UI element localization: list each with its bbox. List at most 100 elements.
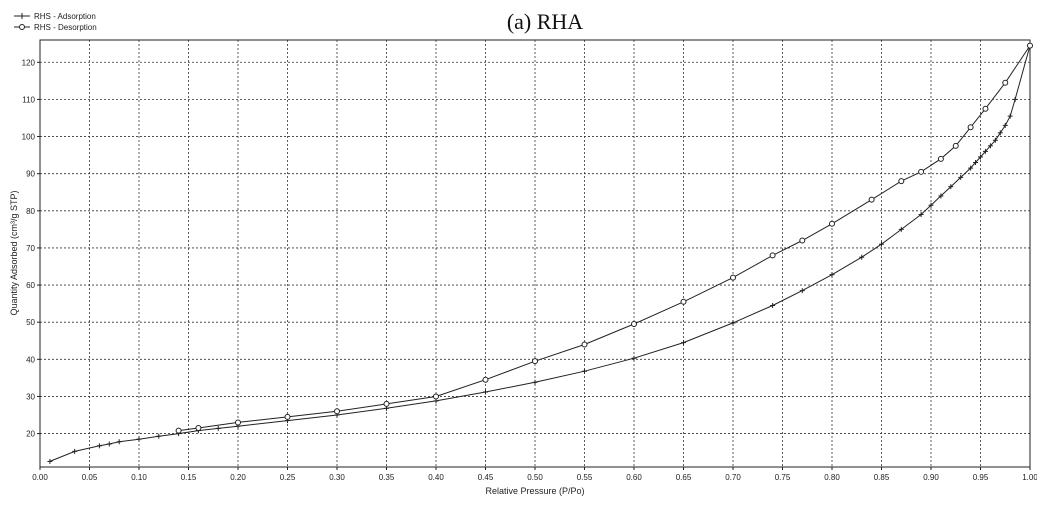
desorption-point: [680, 298, 687, 305]
x-tick-label: 0.40: [428, 473, 444, 482]
desorption-point: [952, 142, 959, 149]
desorption-point: [334, 408, 340, 415]
series-layer: [49, 45, 1031, 462]
adsorption-point: [997, 130, 1003, 136]
desorption-point: [195, 425, 202, 432]
adsorption-point: [898, 226, 904, 232]
x-tick-label: 0.55: [577, 473, 593, 482]
desorption-point: [631, 321, 637, 328]
y-tick-label: 100: [22, 133, 36, 142]
adsorption-point: [116, 439, 122, 445]
adsorption-point: [948, 184, 954, 190]
adsorption-point: [156, 433, 162, 439]
chart-title: (a) RHA: [507, 9, 583, 34]
adsorption-point: [96, 443, 102, 449]
adsorption-point: [483, 389, 488, 395]
desorption-series-line: [178, 45, 1031, 432]
adsorption-point: [829, 272, 835, 278]
x-tick-label: 0.25: [280, 473, 296, 482]
adsorption-point: [978, 154, 983, 160]
x-tick-label: 0.80: [824, 473, 840, 482]
x-tick-label: 0.70: [725, 473, 741, 482]
adsorption-series-line: [49, 45, 1031, 462]
adsorption-point: [631, 355, 637, 361]
x-tick-label: 0.75: [775, 473, 791, 482]
y-tick-label: 90: [26, 170, 35, 179]
legend-adsorption-label: RHS - Adsorption: [34, 12, 96, 21]
desorption-point: [532, 358, 538, 365]
x-tick-label: 0.60: [626, 473, 642, 482]
x-tick-label: 0.15: [181, 473, 197, 482]
y-tick-label: 120: [22, 58, 36, 67]
adsorption-point: [1012, 96, 1018, 102]
desorption-point: [284, 413, 291, 420]
y-tick-label: 110: [22, 95, 35, 104]
adsorption-point: [982, 148, 988, 154]
adsorption-point: [1007, 113, 1013, 119]
legend-adsorption-marker: [19, 13, 25, 19]
x-tick-label: 0.95: [973, 473, 989, 482]
desorption-point: [898, 178, 905, 185]
x-tick-label: 1.00: [1022, 473, 1037, 482]
adsorption-point: [973, 160, 979, 166]
adsorption-point: [879, 241, 884, 247]
adsorption-point: [532, 379, 538, 385]
desorption-point: [482, 376, 489, 383]
desorption-point: [918, 168, 925, 175]
x-tick-labels: 0.00 0.05 0.10 0.15 0.20 0.25 0.30 0.35 0.40 0.45…: [32, 473, 1037, 482]
adsorption-point: [681, 340, 686, 346]
x-tick-label: 0.30: [329, 473, 345, 482]
desorption-point: [799, 237, 806, 244]
adsorption-point: [770, 302, 776, 308]
adsorption-point: [582, 368, 587, 374]
adsorption-point: [106, 441, 112, 447]
grid-layer: [37, 40, 1031, 470]
y-axis-title: Quantity Adsorbed (cm³/g STP): [9, 190, 19, 315]
y-tick-label: 20: [26, 430, 35, 439]
adsorption-point: [136, 436, 142, 442]
desorption-point: [868, 196, 875, 203]
desorption-point: [967, 124, 974, 131]
y-tick-labels: 20 30 40 50 60 70 80 90 100 110 120: [22, 58, 36, 438]
desorption-point: [1027, 42, 1033, 49]
desorption-point: [982, 105, 989, 112]
y-tick-label: 30: [26, 392, 35, 401]
adsorption-point: [1002, 122, 1008, 128]
x-tick-label: 0.00: [32, 473, 48, 482]
desorption-point: [235, 419, 241, 426]
adsorption-point: [72, 448, 78, 454]
adsorption-point: [928, 202, 934, 208]
x-tick-label: 0.90: [923, 473, 939, 482]
x-tick-label: 0.05: [82, 473, 98, 482]
desorption-point: [581, 341, 588, 348]
legend: RHS - Adsorption RHS - Desorption: [14, 12, 97, 32]
desorption-point: [383, 400, 390, 407]
adsorption-point: [215, 425, 221, 431]
adsorption-point: [958, 174, 964, 180]
adsorption-point: [938, 193, 944, 199]
y-tick-label: 40: [26, 355, 35, 364]
x-tick-label: 0.20: [230, 473, 246, 482]
legend-desorption-label: RHS - Desorption: [34, 23, 97, 32]
adsorption-point: [730, 320, 736, 326]
desorption-point: [433, 393, 439, 400]
desorption-point: [937, 155, 944, 162]
y-tick-label: 80: [26, 207, 35, 216]
desorption-point: [730, 274, 736, 281]
desorption-point: [829, 220, 835, 227]
x-tick-label: 0.35: [379, 473, 395, 482]
adsorption-point: [799, 288, 805, 294]
adsorption-point: [859, 254, 865, 260]
adsorption-point: [47, 458, 53, 464]
y-tick-label: 60: [26, 281, 35, 290]
x-tick-label: 0.10: [131, 473, 147, 482]
desorption-point: [175, 427, 182, 434]
desorption-point: [769, 252, 776, 259]
x-tick-label: 0.65: [676, 473, 692, 482]
legend-desorption-marker: [19, 24, 25, 30]
desorption-point: [1002, 79, 1009, 86]
x-axis-title: Relative Pressure (P/Po): [485, 486, 584, 496]
adsorption-point: [992, 137, 998, 143]
y-tick-label: 70: [26, 244, 35, 253]
